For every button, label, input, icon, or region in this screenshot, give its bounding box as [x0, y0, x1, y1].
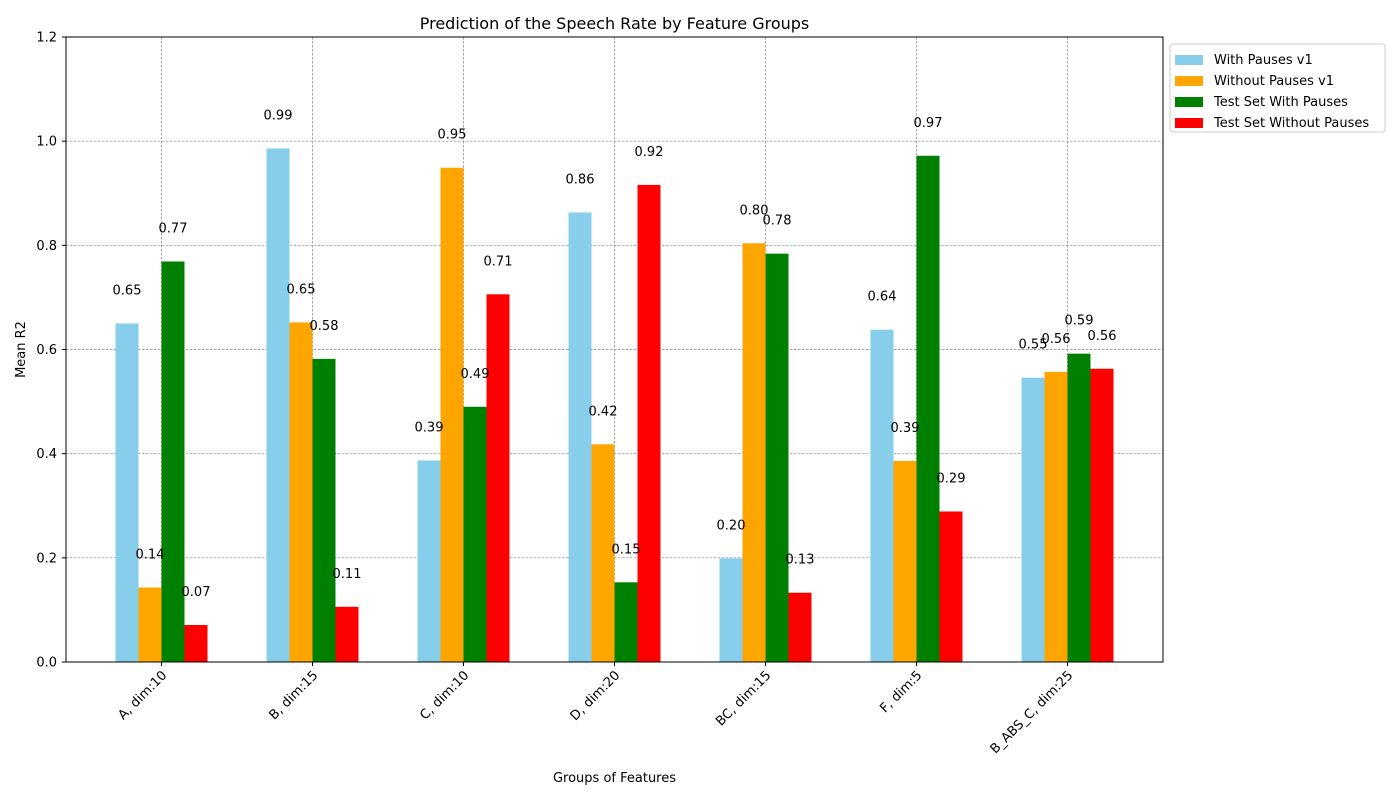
legend-swatch	[1175, 118, 1203, 128]
y-tick-label: 0.6	[36, 343, 57, 358]
legend: With Pauses v1 Without Pauses v1 Test Set …	[1169, 43, 1386, 133]
chart-title: Prediction of the Speech Rate by Feature…	[420, 14, 810, 33]
data-label: 0.78	[763, 214, 792, 229]
x-tick-label: D, dim:20	[568, 668, 624, 724]
bars-layer	[115, 148, 1114, 663]
bar-with-pauses-v1-4	[719, 558, 743, 662]
data-label: 0.95	[438, 128, 467, 143]
bar-with-pauses-v1-0	[115, 323, 139, 662]
x-tick-label: B_ABS_C, dim:25	[988, 668, 1077, 757]
data-label: 0.71	[484, 254, 513, 269]
bar-test-set-with-pauses-2	[463, 406, 487, 662]
x-tick-label: F, dim:5	[877, 668, 925, 716]
data-label: 0.56	[1042, 332, 1071, 347]
bar-without-pauses-v1-5	[893, 460, 917, 662]
data-label: 0.15	[612, 542, 641, 557]
data-labels-layer: 0.65 0.99 0.39 0.86 0.20 0.64 0.55 0.14 0.65 0.95…	[113, 108, 1117, 600]
bar-with-pauses-v1-3	[568, 212, 592, 663]
data-label: 0.07	[182, 585, 211, 600]
bar-test-set-without-pauses-1	[335, 606, 359, 662]
bar-test-set-with-pauses-4	[765, 253, 789, 662]
legend-swatch	[1175, 76, 1203, 86]
bar-test-set-with-pauses-6	[1067, 353, 1091, 662]
data-label: 0.58	[310, 319, 339, 334]
y-tick-label: 0.4	[36, 447, 57, 462]
legend-label: With Pauses v1	[1214, 53, 1313, 68]
bar-without-pauses-v1-4	[742, 243, 766, 662]
bar-without-pauses-v1-2	[440, 167, 464, 662]
legend-label: Test Set With Pauses	[1213, 95, 1348, 110]
legend-box	[1169, 43, 1386, 133]
data-label: 0.77	[159, 221, 188, 236]
data-label: 0.29	[937, 471, 966, 486]
bar-with-pauses-v1-2	[417, 460, 441, 662]
x-axis-label: Groups of Features	[553, 771, 676, 786]
bar-with-pauses-v1-5	[870, 329, 894, 662]
data-label: 0.11	[333, 567, 362, 582]
y-tick-label: 1.0	[36, 135, 57, 150]
x-tick-label: C, dim:10	[417, 668, 472, 723]
legend-label: Test Set Without Pauses	[1213, 116, 1369, 131]
data-label: 0.65	[113, 283, 142, 298]
data-label: 0.39	[891, 421, 920, 436]
bar-test-set-without-pauses-0	[184, 625, 208, 662]
bar-with-pauses-v1-6	[1021, 377, 1045, 662]
y-tick-label: 0.0	[36, 656, 57, 671]
data-label: 0.92	[635, 145, 664, 160]
data-label: 0.99	[264, 108, 293, 123]
bar-test-set-without-pauses-3	[637, 184, 661, 662]
y-axis-label: Mean R2	[14, 321, 29, 378]
data-label: 0.20	[717, 518, 746, 533]
bar-without-pauses-v1-6	[1044, 371, 1068, 662]
x-tick-label: BC, dim:15	[713, 668, 774, 729]
bar-test-set-with-pauses-5	[916, 155, 940, 662]
data-label: 0.80	[740, 203, 769, 218]
x-tick-label: B, dim:15	[266, 668, 321, 723]
bar-with-pauses-v1-1	[266, 148, 290, 663]
data-label: 0.65	[287, 282, 316, 297]
data-label: 0.14	[136, 548, 165, 563]
data-label: 0.56	[1088, 329, 1117, 344]
bar-without-pauses-v1-3	[591, 444, 615, 662]
legend-swatch	[1175, 55, 1203, 65]
bar-without-pauses-v1-1	[289, 322, 313, 662]
bar-test-set-with-pauses-0	[161, 261, 185, 662]
data-label: 0.39	[415, 420, 444, 435]
bar-test-set-with-pauses-1	[312, 358, 336, 662]
x-tick-label: A, dim:10	[115, 668, 170, 723]
data-label: 0.13	[786, 553, 815, 568]
data-label: 0.55	[1019, 338, 1048, 353]
bar-test-set-without-pauses-6	[1090, 368, 1114, 662]
legend-label: Without Pauses v1	[1214, 74, 1334, 89]
data-label: 0.86	[566, 173, 595, 188]
bar-without-pauses-v1-0	[138, 587, 162, 662]
legend-swatch	[1175, 97, 1203, 107]
y-tick-label: 0.2	[36, 551, 57, 566]
y-tick-label: 0.8	[36, 239, 57, 254]
data-label: 0.42	[589, 404, 618, 419]
data-label: 0.59	[1065, 314, 1094, 329]
data-label: 0.97	[914, 116, 943, 131]
bar-test-set-without-pauses-5	[939, 511, 963, 662]
bar-test-set-without-pauses-4	[788, 592, 812, 662]
bar-test-set-without-pauses-2	[486, 294, 510, 662]
data-label: 0.64	[868, 290, 897, 305]
bar-test-set-with-pauses-3	[614, 582, 638, 662]
y-tick-label: 1.2	[36, 31, 57, 46]
data-label: 0.49	[461, 367, 490, 382]
